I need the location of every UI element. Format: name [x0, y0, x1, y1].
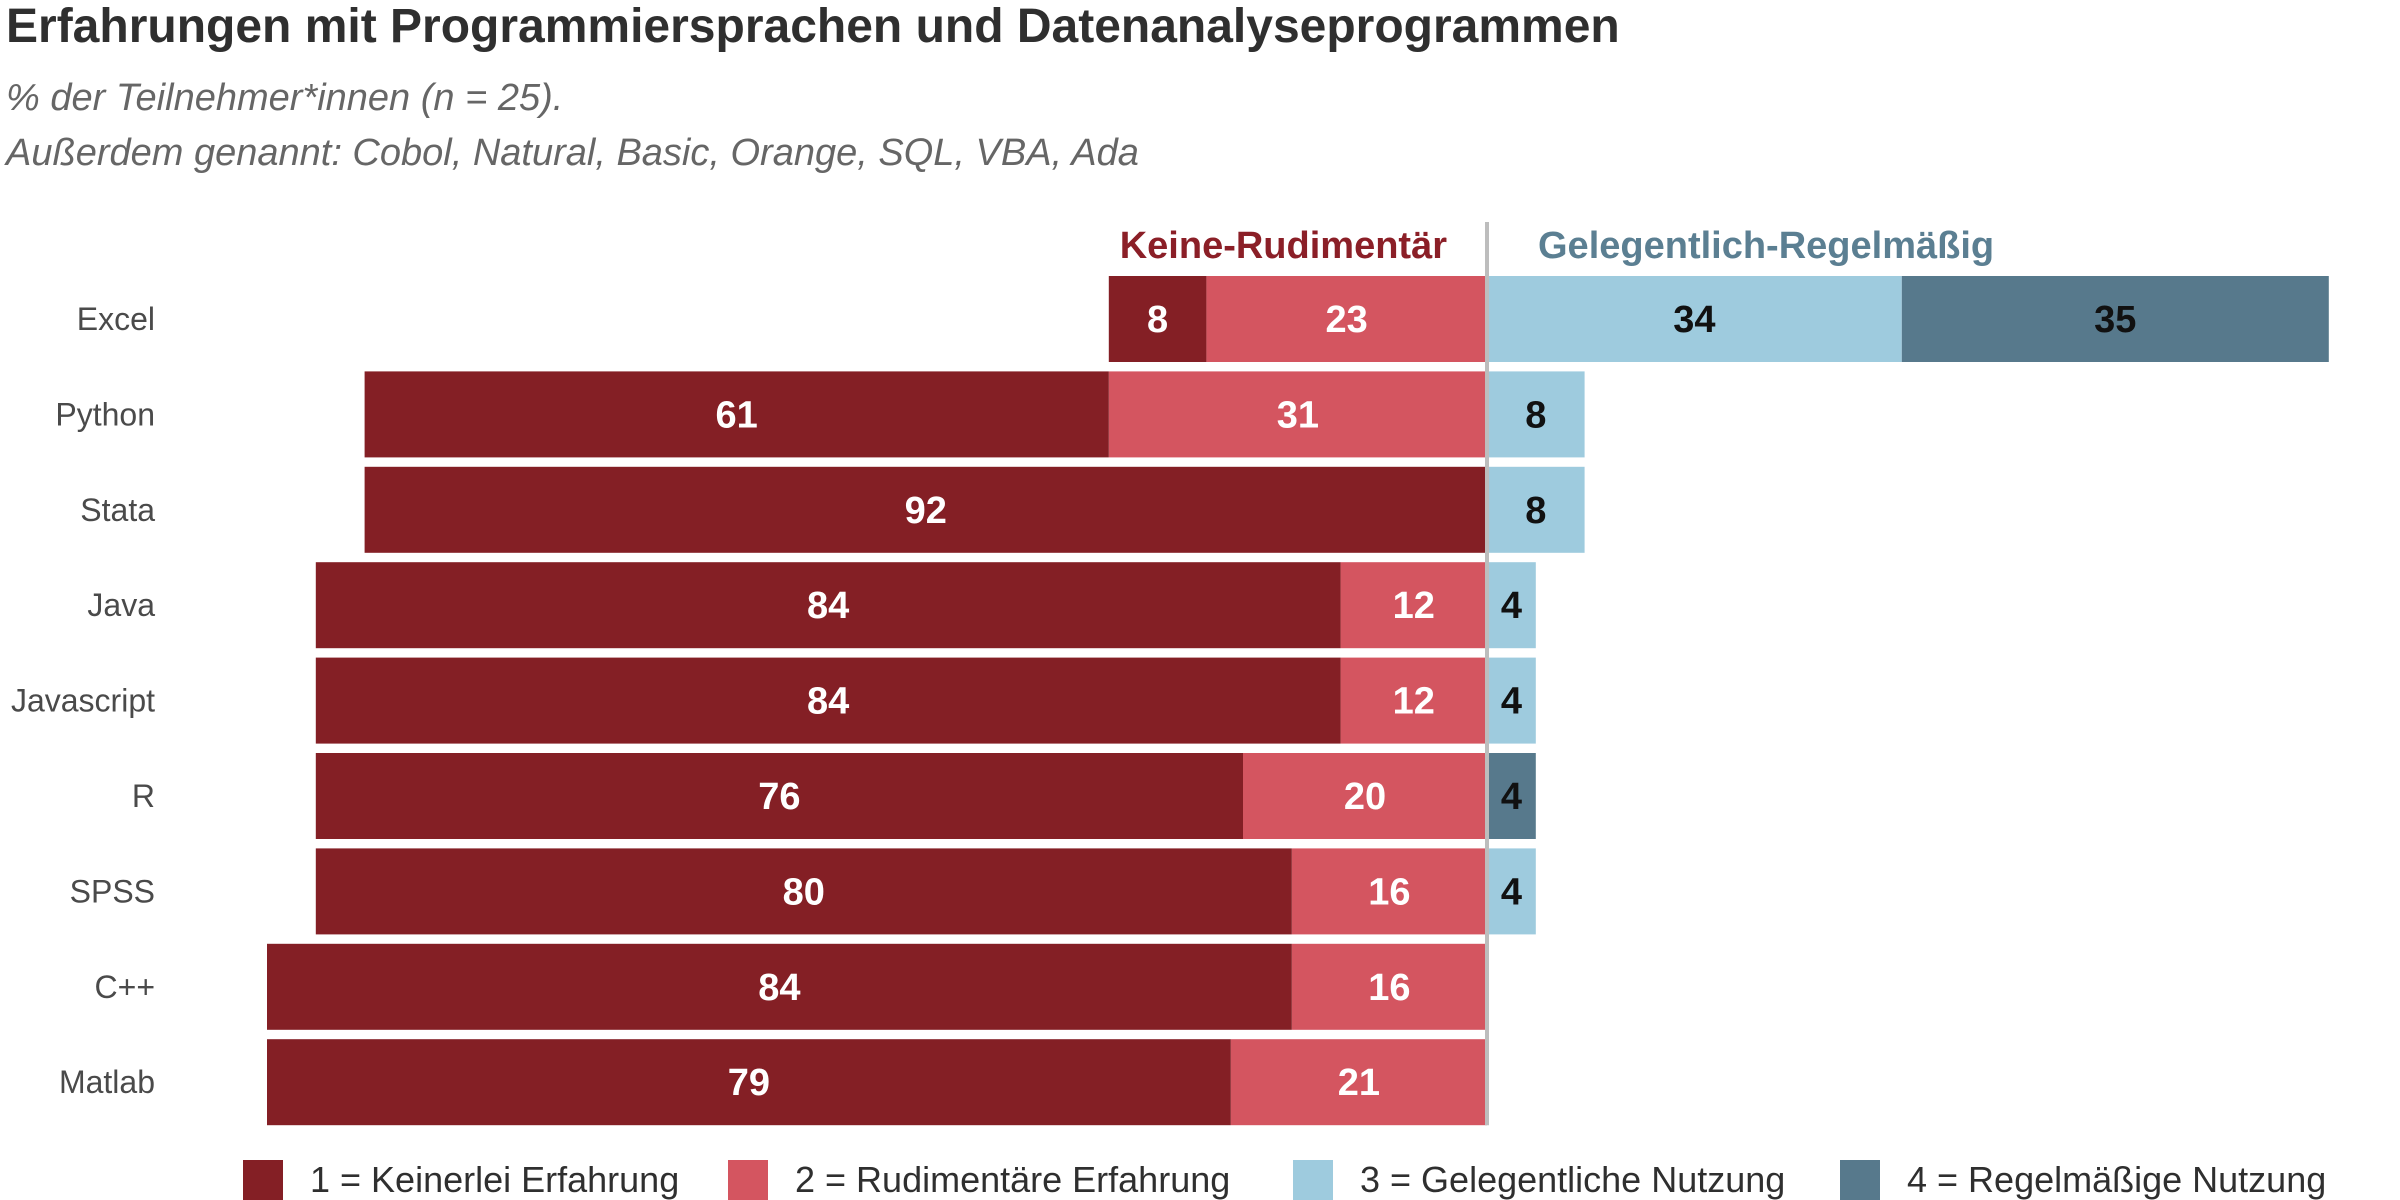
- bar-stata-1-keinerlei-erfahrung: [364, 466, 1488, 553]
- data-label-javascript-3-gelegentliche-nutzung: 4: [1501, 681, 1522, 723]
- bar-c-1-keinerlei-erfahrung: [267, 943, 1292, 1030]
- bar-java-2-rudiment-re-erfahrung: [1340, 562, 1487, 649]
- bars-layer: 23 8 34 35 31 61 8 92 8 12 84 4 12 84 4 20 76 4 16 80 4 16 84 2…: [267, 222, 2329, 1126]
- category-label-java: Java: [87, 587, 155, 623]
- data-label-excel-2-rudiment-re-erfahrung: 23: [1326, 299, 1368, 341]
- legend-swatch-2-rudiment-re-erfahrung: [728, 1160, 768, 1200]
- bar-r-1-keinerlei-erfahrung: [315, 753, 1243, 839]
- category-label-excel: Excel: [77, 301, 155, 337]
- bar-excel-1-keinerlei-erfahrung: [1108, 276, 1207, 362]
- bar-excel-2-rudiment-re-erfahrung: [1206, 276, 1487, 362]
- legend-label-4-regelm-ige-nutzung: 4 = Regelmäßige Nutzung: [1907, 1159, 2326, 1200]
- bar-c-2-rudiment-re-erfahrung: [1291, 943, 1487, 1030]
- data-label-javascript-2-rudiment-re-erfahrung: 12: [1393, 681, 1435, 723]
- data-label-spss-3-gelegentliche-nutzung: 4: [1501, 871, 1522, 913]
- chart-subtitle-line-1: % der Teilnehmer*innen (n = 25).: [6, 77, 563, 119]
- data-label-stata-3-gelegentliche-nutzung: 8: [1525, 490, 1546, 532]
- bar-r-2-rudiment-re-erfahrung: [1243, 753, 1487, 839]
- category-label-matlab: Matlab: [59, 1064, 155, 1100]
- category-label-spss: SPSS: [70, 873, 155, 909]
- legend-label-1-keinerlei-erfahrung: 1 = Keinerlei Erfahrung: [310, 1159, 679, 1200]
- legend-swatch-3-gelegentliche-nutzung: [1293, 1160, 1333, 1200]
- chart-subtitle-line-2: Außerdem genannt: Cobol, Natural, Basic,…: [4, 132, 1139, 174]
- chart-title: Erfahrungen mit Programmiersprachen und …: [6, 0, 1620, 53]
- data-label-java-3-gelegentliche-nutzung: 4: [1501, 585, 1522, 627]
- bar-r-4-regelm-ige-nutzung: [1487, 753, 1536, 839]
- bar-excel-3-gelegentliche-nutzung: [1487, 276, 1902, 362]
- bar-java-3-gelegentliche-nutzung: [1487, 562, 1536, 649]
- bar-matlab-1-keinerlei-erfahrung: [267, 1039, 1231, 1126]
- data-label-matlab-2-rudiment-re-erfahrung: 21: [1338, 1062, 1380, 1104]
- category-label-stata: Stata: [80, 492, 155, 528]
- data-label-javascript-1-keinerlei-erfahrung: 84: [807, 681, 849, 723]
- legend-swatch-1-keinerlei-erfahrung: [243, 1160, 283, 1200]
- data-label-matlab-1-keinerlei-erfahrung: 79: [728, 1062, 770, 1104]
- data-label-spss-2-rudiment-re-erfahrung: 16: [1368, 871, 1410, 913]
- data-label-c-2-rudiment-re-erfahrung: 16: [1368, 967, 1410, 1009]
- bar-python-2-rudiment-re-erfahrung: [1108, 371, 1487, 458]
- data-label-r-2-rudiment-re-erfahrung: 20: [1344, 776, 1386, 818]
- bar-javascript-3-gelegentliche-nutzung: [1487, 657, 1536, 744]
- bar-python-3-gelegentliche-nutzung: [1487, 371, 1585, 458]
- category-label-r: R: [132, 778, 155, 814]
- data-label-spss-1-keinerlei-erfahrung: 80: [783, 871, 825, 913]
- data-label-r-1-keinerlei-erfahrung: 76: [758, 776, 800, 818]
- data-label-python-1-keinerlei-erfahrung: 61: [716, 394, 758, 436]
- data-label-excel-4-regelm-ige-nutzung: 35: [2094, 299, 2136, 341]
- bar-spss-1-keinerlei-erfahrung: [315, 848, 1292, 935]
- bar-stata-3-gelegentliche-nutzung: [1487, 466, 1585, 553]
- bar-matlab-2-rudiment-re-erfahrung: [1230, 1039, 1487, 1126]
- category-label-javascript: Javascript: [11, 683, 155, 719]
- bar-python-1-keinerlei-erfahrung: [364, 371, 1109, 458]
- legend-label-3-gelegentliche-nutzung: 3 = Gelegentliche Nutzung: [1360, 1159, 1785, 1200]
- group-label-positive: Gelegentlich-Regelmäßig: [1538, 225, 1994, 267]
- data-label-excel-3-gelegentliche-nutzung: 34: [1673, 299, 1715, 341]
- legend-label-2-rudiment-re-erfahrung: 2 = Rudimentäre Erfahrung: [795, 1159, 1230, 1200]
- data-label-python-3-gelegentliche-nutzung: 8: [1525, 394, 1546, 436]
- bar-java-1-keinerlei-erfahrung: [315, 562, 1341, 649]
- data-label-r-4-regelm-ige-nutzung: 4: [1501, 776, 1522, 818]
- category-labels-layer: Excel Python Stata Java Javascript R SPSS C++ Ma…: [11, 301, 155, 1100]
- data-label-excel-1-keinerlei-erfahrung: 8: [1147, 299, 1168, 341]
- bar-excel-4-regelm-ige-nutzung: [1901, 276, 2329, 362]
- bar-javascript-2-rudiment-re-erfahrung: [1340, 657, 1487, 744]
- group-label-negative: Keine-Rudimentär: [1120, 225, 1447, 267]
- bar-spss-3-gelegentliche-nutzung: [1487, 848, 1536, 935]
- category-label-c: C++: [95, 969, 155, 1005]
- category-label-python: Python: [55, 396, 155, 432]
- data-label-java-2-rudiment-re-erfahrung: 12: [1393, 585, 1435, 627]
- bar-javascript-1-keinerlei-erfahrung: [315, 657, 1341, 744]
- data-label-c-1-keinerlei-erfahrung: 84: [758, 967, 800, 1009]
- data-label-python-2-rudiment-re-erfahrung: 31: [1277, 394, 1319, 436]
- data-label-stata-1-keinerlei-erfahrung: 92: [905, 490, 947, 532]
- data-label-java-1-keinerlei-erfahrung: 84: [807, 585, 849, 627]
- bar-spss-2-rudiment-re-erfahrung: [1291, 848, 1487, 935]
- legend-swatch-4-regelm-ige-nutzung: [1840, 1160, 1880, 1200]
- legend: 1 = Keinerlei Erfahrung 2 = Rudimentäre E…: [243, 1159, 2326, 1200]
